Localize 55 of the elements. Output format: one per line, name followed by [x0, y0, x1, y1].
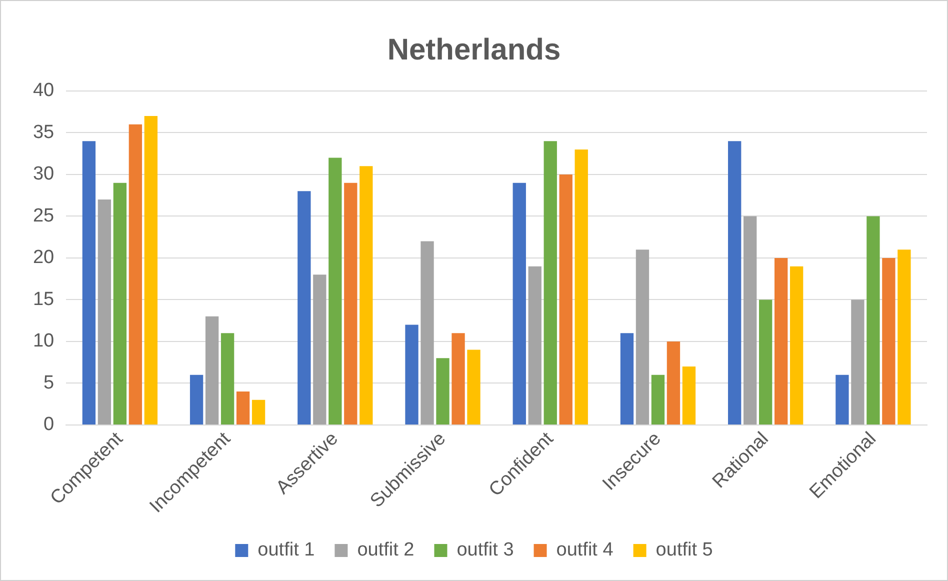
legend-label: outfit 2	[357, 540, 414, 561]
bar	[666, 341, 680, 424]
y-tick-label: 35	[32, 122, 54, 143]
bar	[420, 241, 434, 424]
bar	[298, 191, 311, 424]
legend-label: outfit 1	[258, 540, 315, 561]
bar	[728, 141, 742, 424]
bar	[836, 374, 849, 424]
bar	[360, 166, 373, 424]
y-tick-label: 10	[32, 330, 54, 352]
y-tick-label: 25	[32, 205, 54, 226]
bar	[759, 300, 772, 424]
bar	[528, 266, 542, 424]
y-tick-label: 5	[44, 372, 54, 394]
bar	[544, 141, 557, 424]
bar	[205, 316, 219, 424]
y-tick-label: 20	[32, 247, 54, 268]
bar	[851, 300, 864, 424]
bar	[882, 258, 896, 424]
bar	[190, 374, 204, 424]
bar	[344, 182, 358, 424]
bar	[559, 174, 572, 424]
legend-label: outfit 3	[456, 540, 514, 561]
bar	[682, 366, 696, 424]
bar	[651, 374, 665, 424]
bar	[790, 266, 804, 424]
bar	[82, 141, 96, 424]
legend-label: outfit 5	[656, 540, 713, 561]
bar	[436, 358, 450, 424]
bar	[620, 333, 634, 424]
bar	[405, 324, 418, 424]
bar	[220, 333, 234, 424]
bar	[98, 200, 112, 424]
y-tick-label: 40	[32, 80, 54, 102]
bar	[313, 274, 326, 424]
bar	[467, 350, 480, 424]
bar	[574, 149, 588, 424]
bar	[236, 392, 250, 424]
bar	[636, 250, 650, 424]
bar	[866, 216, 880, 424]
bar	[744, 216, 757, 424]
bar	[328, 158, 342, 424]
legend-label: outfit 4	[556, 540, 614, 561]
bar	[512, 182, 526, 424]
chart-title: Netherlands	[387, 33, 561, 66]
bar	[452, 333, 465, 424]
bar	[128, 124, 142, 424]
y-tick-label: 30	[32, 164, 54, 185]
bar	[898, 250, 911, 424]
bar	[774, 258, 788, 424]
bar	[113, 182, 127, 424]
y-tick-label: 15	[32, 288, 54, 310]
bar	[252, 400, 266, 424]
bar	[144, 116, 158, 424]
y-tick-label: 0	[44, 414, 54, 436]
